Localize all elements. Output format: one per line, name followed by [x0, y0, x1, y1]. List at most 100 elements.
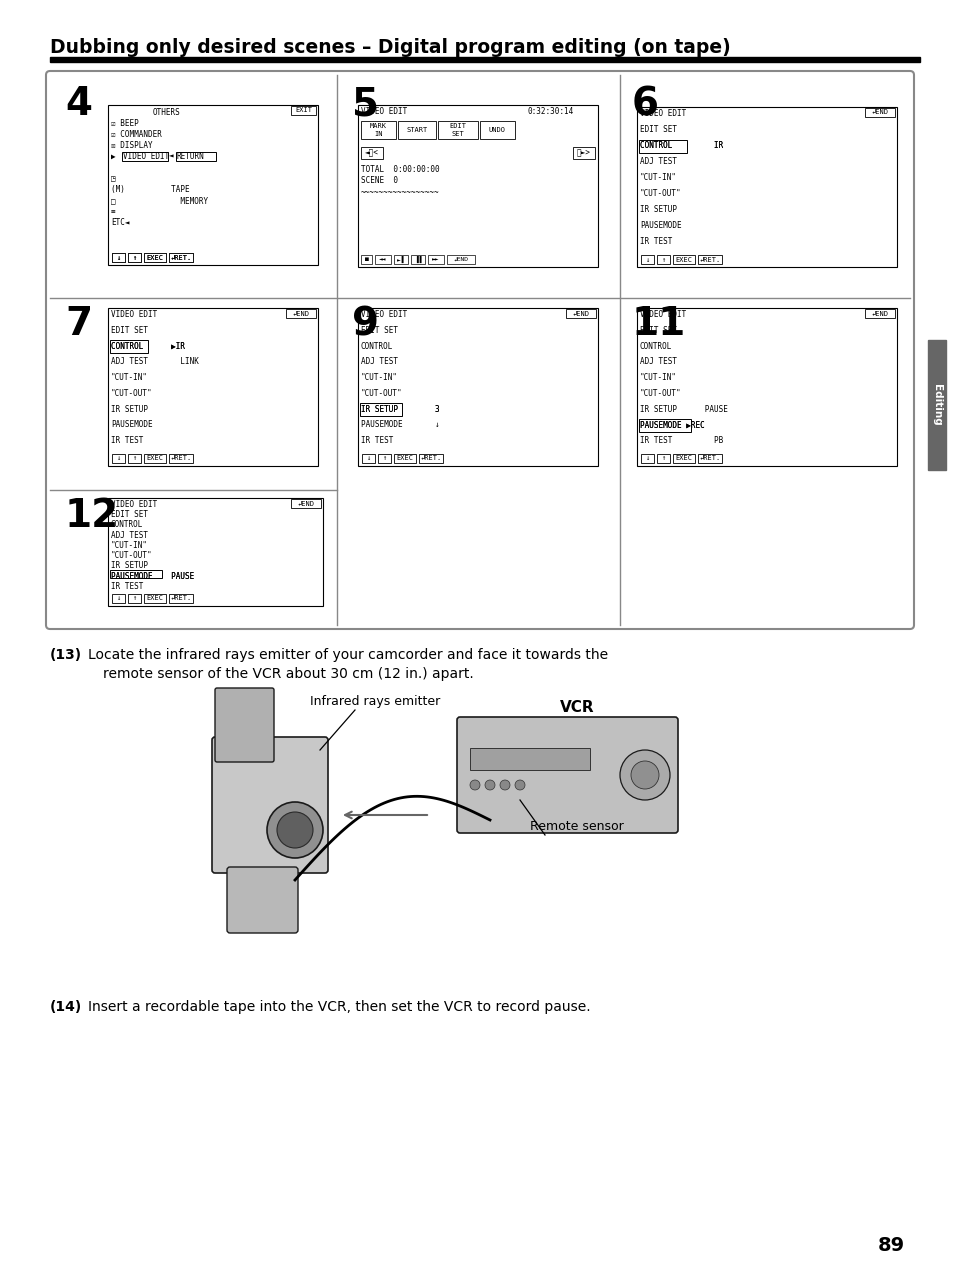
- Text: CONTROL      ▶IR: CONTROL ▶IR: [111, 341, 185, 350]
- Text: ↓: ↓: [644, 256, 649, 262]
- Circle shape: [470, 780, 479, 791]
- Text: ↑: ↑: [132, 255, 136, 261]
- FancyBboxPatch shape: [428, 255, 443, 264]
- FancyBboxPatch shape: [418, 454, 442, 463]
- Text: ↲RET.: ↲RET.: [171, 255, 192, 261]
- Text: ■: ■: [364, 257, 368, 262]
- Text: IR SETUP        3: IR SETUP 3: [360, 405, 439, 414]
- Text: ↓: ↓: [116, 255, 120, 261]
- Text: (14): (14): [50, 1001, 82, 1015]
- Text: ↲END: ↲END: [572, 311, 589, 317]
- Text: EDIT SET: EDIT SET: [111, 510, 148, 519]
- Text: ↲END: ↲END: [293, 311, 309, 317]
- Text: ☒ DISPLAY: ☒ DISPLAY: [111, 141, 152, 150]
- Text: EXEC: EXEC: [147, 596, 163, 602]
- Text: ↑: ↑: [660, 456, 665, 462]
- Text: ↲END: ↲END: [871, 311, 887, 317]
- FancyBboxPatch shape: [112, 594, 125, 603]
- FancyBboxPatch shape: [291, 106, 315, 115]
- Text: ↲RET.: ↲RET.: [171, 596, 192, 602]
- Text: (13): (13): [50, 648, 82, 662]
- FancyBboxPatch shape: [447, 255, 475, 264]
- Text: "CUT-OUT": "CUT-OUT": [639, 188, 680, 199]
- FancyBboxPatch shape: [169, 594, 193, 603]
- FancyBboxPatch shape: [144, 253, 166, 262]
- Text: "CUT-OUT": "CUT-OUT": [111, 388, 152, 398]
- Text: EDIT
SET: EDIT SET: [449, 123, 466, 136]
- FancyBboxPatch shape: [361, 454, 375, 463]
- Text: Ⅱ►>: Ⅱ►>: [577, 149, 590, 158]
- FancyBboxPatch shape: [112, 454, 125, 463]
- Text: 89: 89: [877, 1236, 904, 1255]
- Text: "CUT-IN": "CUT-IN": [639, 173, 677, 182]
- FancyBboxPatch shape: [128, 594, 141, 603]
- Text: ▶: ▶: [111, 151, 120, 160]
- Text: ↲RET.: ↲RET.: [171, 255, 192, 261]
- FancyBboxPatch shape: [359, 404, 401, 416]
- Text: ↲RET.: ↲RET.: [420, 456, 441, 462]
- Text: ◳: ◳: [111, 174, 115, 183]
- Text: PAUSEMODE ▶REC: PAUSEMODE ▶REC: [639, 420, 704, 429]
- Text: ◄Ⅱ<: ◄Ⅱ<: [365, 149, 378, 158]
- Text: ↲RET.: ↲RET.: [171, 456, 192, 462]
- Text: CONTROL: CONTROL: [639, 341, 672, 350]
- Text: VCR: VCR: [559, 700, 594, 715]
- Text: UNDO: UNDO: [489, 127, 505, 132]
- Text: □              MEMORY: □ MEMORY: [111, 196, 208, 205]
- FancyBboxPatch shape: [437, 121, 477, 139]
- Text: 12: 12: [65, 496, 119, 535]
- Text: EXEC: EXEC: [147, 255, 163, 261]
- Text: "CUT-OUT": "CUT-OUT": [639, 388, 680, 398]
- Text: PAUSEMODE: PAUSEMODE: [639, 222, 680, 230]
- Text: ☑ COMMANDER: ☑ COMMANDER: [111, 130, 162, 139]
- FancyBboxPatch shape: [112, 253, 125, 262]
- Text: ↓: ↓: [644, 456, 649, 462]
- Text: Insert a recordable tape into the VCR, then set the VCR to record pause.: Insert a recordable tape into the VCR, t…: [88, 1001, 590, 1015]
- Text: ↲END: ↲END: [453, 257, 468, 262]
- FancyBboxPatch shape: [108, 104, 317, 265]
- Text: "CUT-OUT": "CUT-OUT": [360, 388, 402, 398]
- Text: EXEC: EXEC: [147, 255, 163, 261]
- FancyBboxPatch shape: [110, 570, 162, 578]
- FancyBboxPatch shape: [108, 498, 323, 606]
- FancyBboxPatch shape: [227, 867, 297, 933]
- FancyBboxPatch shape: [360, 121, 395, 139]
- Text: IR TEST: IR TEST: [360, 437, 393, 446]
- Text: PAUSEMODE    PAUSE: PAUSEMODE PAUSE: [111, 572, 194, 580]
- Text: PAUSEMODE: PAUSEMODE: [111, 420, 152, 429]
- Text: PAUSEMODE       ↓: PAUSEMODE ↓: [360, 420, 439, 429]
- FancyBboxPatch shape: [672, 454, 695, 463]
- Text: ↑: ↑: [660, 256, 665, 262]
- FancyBboxPatch shape: [698, 454, 721, 463]
- FancyBboxPatch shape: [144, 454, 166, 463]
- Text: RETURN: RETURN: [177, 151, 205, 160]
- FancyBboxPatch shape: [128, 253, 141, 262]
- Circle shape: [499, 780, 510, 791]
- Text: IR TEST: IR TEST: [111, 582, 143, 591]
- Text: Editing: Editing: [931, 384, 941, 426]
- FancyBboxPatch shape: [672, 255, 695, 264]
- Text: EXEC: EXEC: [147, 456, 163, 462]
- Text: IR TEST: IR TEST: [639, 237, 672, 246]
- FancyBboxPatch shape: [565, 309, 596, 318]
- Bar: [927, 340, 945, 470]
- Text: ◄: ◄: [169, 151, 173, 160]
- Text: "CUT-IN": "CUT-IN": [111, 541, 148, 550]
- FancyBboxPatch shape: [212, 737, 328, 873]
- Text: IR SETUP        3: IR SETUP 3: [360, 405, 439, 414]
- Text: PAUSEMODE    PAUSE: PAUSEMODE PAUSE: [111, 572, 194, 580]
- Text: SCENE  0: SCENE 0: [360, 176, 397, 185]
- Text: ►▐: ►▐: [396, 256, 404, 264]
- Text: EXEC: EXEC: [396, 456, 413, 462]
- Text: VIDEO EDIT: VIDEO EDIT: [111, 311, 157, 320]
- Text: ↑: ↑: [132, 456, 136, 462]
- FancyBboxPatch shape: [456, 717, 678, 833]
- Text: MARK
IN: MARK IN: [370, 123, 387, 136]
- Text: CONTROL         IR: CONTROL IR: [639, 141, 722, 150]
- FancyBboxPatch shape: [175, 151, 215, 160]
- Text: IR SETUP: IR SETUP: [111, 405, 148, 414]
- Text: ☑ BEEP: ☑ BEEP: [111, 118, 138, 129]
- FancyBboxPatch shape: [394, 255, 408, 264]
- Text: 9: 9: [352, 306, 378, 342]
- Text: EDIT SET: EDIT SET: [639, 326, 677, 335]
